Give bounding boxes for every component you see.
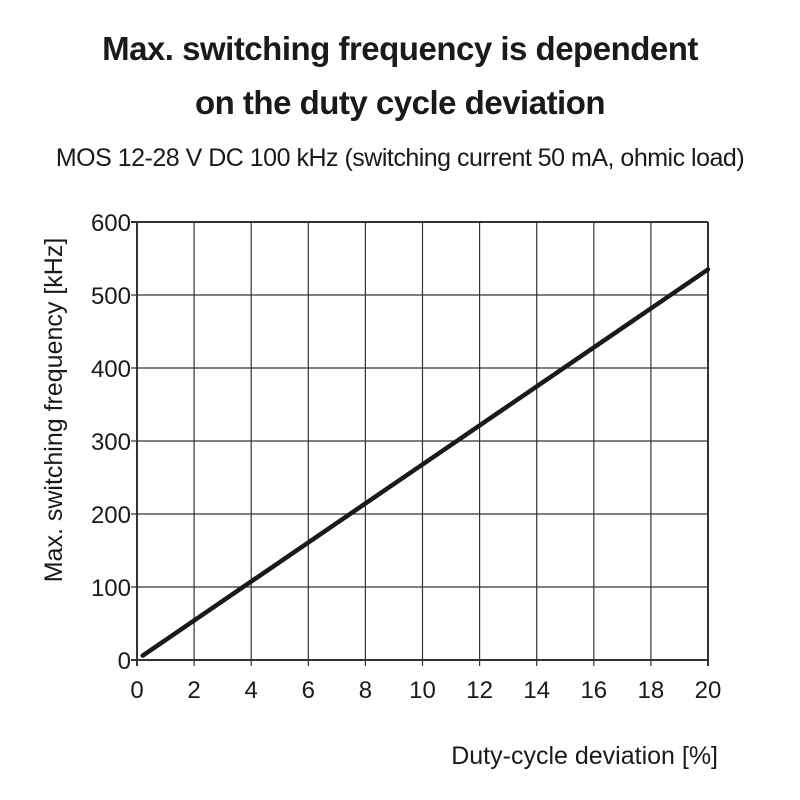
- chart-subtitle: MOS 12-28 V DC 100 kHz (switching curren…: [55, 144, 745, 172]
- y-axis-ticks: 0 100 200 300 400 500 600: [91, 210, 131, 675]
- y-tick-label: 400: [91, 356, 131, 383]
- chart-title-line-1: Max. switching frequency is dependent: [102, 30, 698, 67]
- y-tick-label: 100: [91, 575, 131, 602]
- x-tick-label: 10: [409, 677, 436, 704]
- x-tick-label: 20: [695, 677, 722, 704]
- x-tick-label: 6: [302, 677, 315, 704]
- x-tick-label: 0: [130, 677, 143, 704]
- x-tick-label: 18: [638, 677, 665, 704]
- y-tick-label: 300: [91, 429, 131, 456]
- x-tick-label: 8: [359, 677, 372, 704]
- x-tick-label: 14: [523, 677, 550, 704]
- y-tick-label: 500: [91, 283, 131, 310]
- series-group: [140, 267, 711, 658]
- x-axis-ticks: 0 2 4 6 8 10 12 14 16 18 20: [130, 677, 721, 704]
- x-tick-label: 4: [245, 677, 258, 704]
- x-axis-label: Duty-cycle deviation [%]: [451, 742, 718, 770]
- x-tick-label: 2: [187, 677, 200, 704]
- y-axis-label: Max. switching frequency [kHz]: [40, 238, 68, 583]
- y-tick-label: 600: [91, 210, 131, 237]
- y-tick-label: 0: [118, 648, 131, 675]
- y-tick-label: 200: [91, 502, 131, 529]
- x-tick-label: 12: [466, 677, 493, 704]
- chart-title-line-2: on the duty cycle deviation: [194, 84, 606, 121]
- grid: [131, 221, 709, 666]
- x-tick-label: 16: [580, 677, 607, 704]
- series-line: [140, 267, 711, 658]
